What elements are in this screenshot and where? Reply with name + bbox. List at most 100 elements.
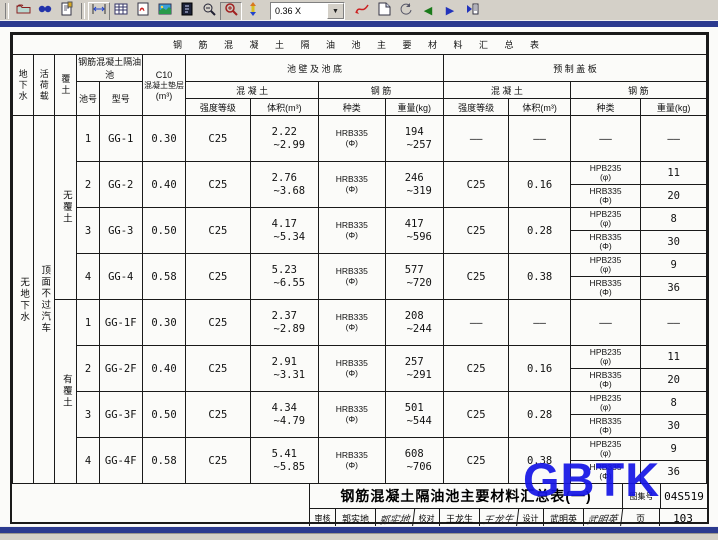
cell-slab-steel-1: HPB235 (φ) [569, 253, 642, 277]
cell-wall-grade: C25 [185, 207, 251, 254]
cell-slab-weight-1: 8 [640, 207, 707, 231]
page-corner-button[interactable] [373, 2, 395, 21]
cell-model: GG-4 [98, 253, 143, 300]
cell-pool-no: 4 [76, 253, 100, 300]
cell-slab-steel-2: HRB335 (Φ) [569, 368, 642, 392]
open-icon [15, 1, 31, 22]
table-subrow: HRB335 (Φ) 20 [13, 368, 707, 392]
cell-slab-weight-2: 30 [640, 414, 707, 438]
bookmark-doc-icon [59, 1, 75, 22]
cell-model: GG-3F [98, 391, 143, 438]
cell-slab-weight-2: 20 [640, 368, 707, 392]
cell-slab-volume: —— [508, 299, 571, 346]
drawing-frame: 钢 筋 混 凝 土 隔 油 池 主 要 材 料 汇 总 表 地下水 活荷载 覆土… [10, 32, 709, 529]
cell-slab-weight-1: 11 [640, 345, 707, 369]
drawing-canvas[interactable]: 钢 筋 混 凝 土 隔 油 池 主 要 材 料 汇 总 表 地下水 活荷载 覆土… [0, 27, 718, 529]
page-label: 页 [622, 509, 660, 528]
header-slab-weight: 重量(kg) [640, 98, 707, 116]
refresh-icon [398, 1, 414, 22]
cell-slab-weight: —— [640, 299, 707, 346]
header-slab-volume: 体积(m³) [508, 98, 571, 116]
cell-c10: 0.30 [141, 299, 187, 346]
chevron-down-icon[interactable]: ▼ [327, 3, 344, 19]
cell-pool-no: 1 [76, 115, 100, 162]
header-groundwater: 地下水 [11, 54, 35, 116]
grid-view-icon [113, 1, 129, 22]
review-name: 郭实地 [336, 509, 376, 528]
cell-wall-steel: HRB335 (Φ) [318, 391, 386, 438]
zoom-out-button[interactable] [198, 2, 220, 21]
header-wall-type: 种类 [318, 98, 386, 116]
cell-wall-grade: C25 [185, 345, 251, 392]
header-live-load: 活荷载 [33, 54, 56, 116]
next-page-button[interactable]: ▶ [439, 2, 461, 21]
cell-slab-grade: —— [442, 115, 510, 162]
cell-wall-grade: C25 [185, 391, 251, 438]
cell-model: GG-4F [98, 437, 143, 484]
markup-doc-icon [135, 1, 151, 22]
cell-slab-steel-2: HRB335 (Φ) [569, 460, 642, 484]
toolbar-handle [5, 3, 9, 19]
cell-slab-volume: 0.28 [508, 391, 571, 438]
cell-wall-grade: C25 [185, 115, 251, 162]
markup-doc-button[interactable] [132, 2, 154, 21]
last-page-button[interactable] [461, 2, 483, 21]
fit-height-button[interactable] [242, 1, 264, 21]
zoom-level-value[interactable]: 0.36 X [275, 6, 302, 16]
find-button[interactable] [34, 2, 56, 21]
cell-slab-weight-2: 30 [640, 230, 707, 254]
cell-c10: 0.50 [141, 207, 187, 254]
find-icon [37, 1, 53, 22]
zoom-level-select[interactable]: 0.36 X ▼ [270, 2, 345, 20]
header-slab-concrete: 混 凝 土 [442, 81, 571, 99]
refresh-button[interactable] [395, 2, 417, 21]
table-title: 钢 筋 混 凝 土 隔 油 池 主 要 材 料 汇 总 表 [12, 34, 707, 55]
zoom-in-button[interactable] [220, 1, 242, 21]
cell-wall-volume: 2.22 ~2.99 [249, 115, 320, 162]
cell-slab-volume: 0.38 [508, 253, 571, 300]
prev-page-button[interactable]: ◀ [417, 2, 439, 21]
cell-slab-grade: C25 [442, 391, 510, 438]
header-slab-grade: 强度等级 [442, 98, 510, 116]
atlas-number-value: 04S519 [664, 489, 704, 503]
page-corner-icon [376, 1, 392, 22]
last-page-icon [464, 1, 480, 22]
fit-width-button[interactable] [88, 1, 110, 21]
cell-slab-volume: 0.28 [508, 207, 571, 254]
header-slab-type: 种类 [569, 98, 642, 116]
cell-wall-volume: 2.76 ~3.68 [249, 161, 320, 208]
table-row: 2 GG-2 0.40 C25 2.76 ~3.68 HRB335 (Φ) 246 ~… [13, 161, 707, 208]
group-cover-yes: 有覆土 [54, 299, 78, 484]
cell-slab-grade: C25 [442, 437, 510, 484]
cell-wall-volume: 5.41 ~5.85 [249, 437, 320, 484]
table-row: 3 GG-3F 0.50 C25 4.34 ~4.79 HRB335 (Φ) 501… [13, 391, 707, 438]
cell-slab-steel-1: HPB235 (φ) [569, 345, 642, 369]
header-c10-cushion: C10 混凝土垫层 (m³) [141, 54, 187, 116]
header-wall-rebar: 钢 筋 [318, 81, 444, 99]
cell-slab-grade: C25 [442, 161, 510, 208]
cell-slab-weight-2: 36 [640, 460, 707, 484]
open-button[interactable] [12, 2, 34, 21]
grid-view-button[interactable] [110, 2, 132, 21]
table-row: 有覆土 1 GG-1F 0.30 C25 2.37 ~2.89 HRB335 (Φ)… [13, 299, 707, 484]
header-slab-section: 预 制 盖 板 [442, 54, 708, 82]
cell-slab-weight-1: 9 [640, 253, 707, 277]
cell-c10: 0.30 [141, 115, 187, 162]
cell-model: GG-3 [98, 207, 143, 254]
image-view-icon [157, 1, 173, 22]
cell-wall-grade: C25 [185, 437, 251, 484]
cell-slab-steel-2: HRB335 (Φ) [569, 230, 642, 254]
cell-wall-steel: HRB335 (Φ) [318, 207, 386, 254]
bookmark-button[interactable] [56, 1, 78, 22]
cell-slab-steel-1: HPB235 (φ) [569, 391, 642, 415]
cell-wall-weight: 501 ~544 [384, 391, 444, 438]
cell-model: GG-2 [98, 161, 143, 208]
group-groundwater-value: 无地下水 [11, 115, 35, 484]
cell-c10: 0.40 [141, 345, 187, 392]
cell-wall-steel: HRB335 (Φ) [318, 161, 386, 208]
cell-slab-steel-2: HRB335 (Φ) [569, 414, 642, 438]
image-view-button[interactable] [154, 2, 176, 21]
cell-wall-weight: 608 ~706 [384, 437, 444, 484]
redline-button[interactable] [351, 2, 373, 21]
info-doc-button[interactable] [176, 2, 198, 21]
